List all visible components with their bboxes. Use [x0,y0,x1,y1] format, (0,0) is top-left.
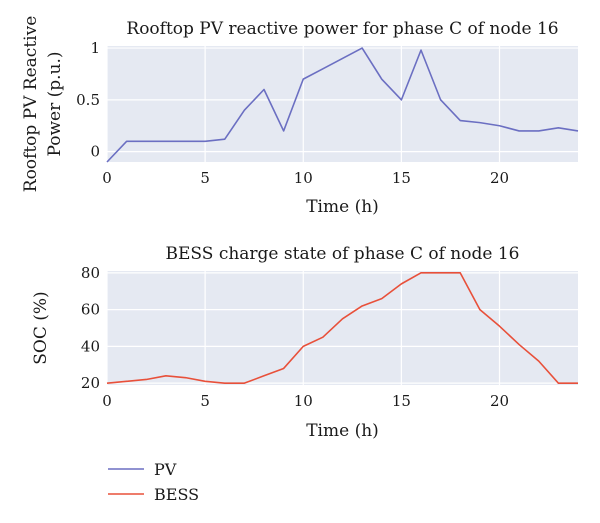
pv-y-axis-label-1: Power (p.u.) [45,51,65,156]
bess-x-axis-label: Time (h) [306,421,379,441]
pv-chart-title: Rooftop PV reactive power for phase C of… [126,19,558,39]
bess-plot-area [107,271,578,385]
bess-x-tick-label-3: 15 [392,392,411,410]
bess-y-tick-label-3: 80 [81,264,100,282]
legend-pv-label: PV [154,460,177,479]
bess-y-axis-label-0: SOC (%) [31,291,51,364]
pv-x-tick-label-4: 20 [490,169,509,187]
pv-y-axis-label-0: Rooftop PV Reactive [21,16,41,192]
bess-x-tick-label-4: 20 [490,392,509,410]
pv-plot-area [107,46,578,162]
pv-x-tick-label-3: 15 [392,169,411,187]
bess-x-tick-label-0: 0 [102,392,112,410]
bess-y-tick-label-2: 60 [81,301,100,319]
bess-series-line-0 [106,272,578,384]
bess-chart-title: BESS charge state of phase C of node 16 [166,244,520,264]
pv-x-tick-label-1: 5 [200,169,210,187]
pv-x-tick-label-2: 10 [294,169,313,187]
bess-x-tick-label-2: 10 [294,392,313,410]
pv-series-line-0 [106,47,579,163]
pv-chart: 0 5 10 15 20 0 0.5 1 Rooftop PV reactive power f… [21,16,579,217]
pv-y-tick-label-2: 1 [90,39,100,57]
pv-y-tick-label-0: 0 [90,143,100,161]
bess-chart: 0 5 10 15 20 20 40 60 80 BESS charge state of pha… [31,244,578,441]
bess-y-tick-label-1: 40 [81,337,100,355]
bess-x-tick-label-1: 5 [200,392,210,410]
legend: PV BESS [108,460,199,504]
pv-x-axis-label: Time (h) [306,197,379,217]
legend-bess-label: BESS [154,485,199,504]
pv-x-tick-label-0: 0 [102,169,112,187]
bess-y-tick-label-0: 20 [81,374,100,392]
pv-y-tick-label-1: 0.5 [76,91,100,109]
